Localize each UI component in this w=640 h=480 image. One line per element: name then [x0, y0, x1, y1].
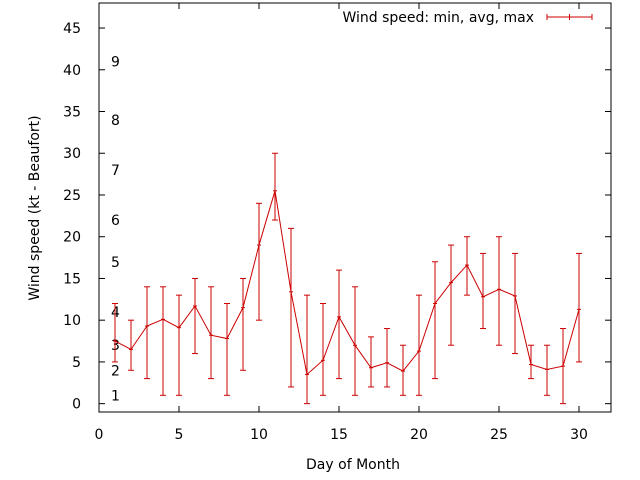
beaufort-label: 9	[111, 54, 120, 70]
y-tick-label: 20	[63, 230, 81, 246]
beaufort-label: 8	[111, 113, 120, 129]
x-tick-label: 10	[250, 427, 268, 443]
legend: Wind speed: min, avg, max	[342, 10, 593, 26]
x-tick-label: 0	[95, 427, 104, 443]
x-axis-label: Day of Month	[306, 457, 400, 473]
y-tick-label: 30	[63, 146, 81, 162]
y-tick-label: 45	[63, 21, 81, 37]
beaufort-label: 1	[111, 388, 120, 404]
x-tick-label: 15	[330, 427, 348, 443]
beaufort-label: 7	[111, 163, 120, 179]
y-tick-label: 35	[63, 105, 81, 121]
y-tick-label: 10	[63, 313, 81, 329]
y-tick-label: 5	[72, 355, 81, 371]
beaufort-label: 2	[111, 363, 120, 379]
x-tick-label: 30	[570, 427, 588, 443]
x-tick-label: 5	[175, 427, 184, 443]
legend-label: Wind speed: min, avg, max	[342, 10, 534, 26]
y-tick-label: 25	[63, 188, 81, 204]
y-tick-label: 15	[63, 271, 81, 287]
series-group	[112, 152, 582, 405]
avg-line	[114, 190, 580, 376]
beaufort-label: 5	[111, 255, 120, 271]
y-tick-label: 0	[72, 397, 81, 413]
y-axis-label: Wind speed (kt - Beaufort)	[27, 115, 43, 300]
beaufort-label: 6	[111, 213, 120, 229]
x-tick-label: 20	[410, 427, 428, 443]
y-tick-label: 40	[63, 63, 81, 79]
plot-frame	[98, 2, 612, 413]
x-tick-label: 25	[490, 427, 508, 443]
